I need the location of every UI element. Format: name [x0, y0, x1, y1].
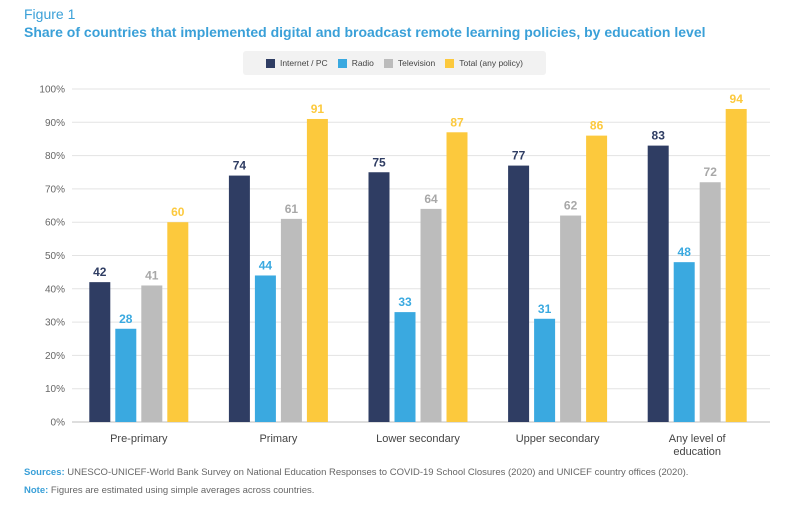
- note-footnote: Note: Figures are estimated using simple…: [24, 485, 314, 496]
- bar-value-label: 33: [398, 295, 412, 309]
- x-tick-label: Upper secondary: [516, 433, 600, 445]
- bar-value-label: 48: [678, 245, 692, 259]
- bar-value-label: 86: [590, 119, 604, 133]
- sources-label: Sources:: [24, 467, 65, 478]
- bar: [560, 215, 582, 422]
- y-tick-label: 50%: [45, 251, 65, 262]
- chart-title: Share of countries that implemented digi…: [24, 24, 706, 40]
- bar-value-label: 28: [119, 312, 133, 326]
- bar: [167, 222, 189, 422]
- bar: [280, 218, 302, 422]
- bar: [306, 118, 328, 422]
- bar: [446, 132, 468, 423]
- x-tick-label: Primary: [259, 433, 297, 445]
- bar-value-label: 91: [311, 102, 325, 116]
- bar: [228, 175, 250, 422]
- legend-swatch-internet: [265, 58, 275, 68]
- bar-chart: 0% 10% 20% 30% 40% 50% 60% 70% 80% 90% 100% 42 28 41 6…: [39, 85, 770, 458]
- x-tick-label: Lower secondary: [376, 433, 460, 445]
- legend-item-radio: Radio: [337, 58, 374, 68]
- y-tick-label: 80%: [45, 151, 65, 162]
- legend-swatch-total: [445, 58, 455, 68]
- y-tick-label: 60%: [45, 218, 65, 229]
- y-tick-label: 10%: [45, 384, 65, 395]
- bar: [420, 208, 442, 422]
- legend-label-internet: Internet / PC: [279, 58, 328, 68]
- bar-value-label: 41: [145, 268, 159, 282]
- bar: [534, 318, 556, 422]
- bar: [115, 328, 137, 422]
- bar: [368, 172, 390, 422]
- bar-value-label: 60: [171, 205, 185, 219]
- bar: [508, 165, 530, 422]
- legend-label-radio: Radio: [351, 58, 374, 68]
- y-tick-label: 30%: [45, 318, 65, 329]
- bar-value-label: 77: [512, 149, 526, 163]
- bar-value-label: 83: [652, 129, 666, 143]
- bar-value-label: 42: [93, 265, 107, 279]
- bar: [699, 182, 721, 422]
- bar: [141, 285, 163, 422]
- note-text: Figures are estimated using simple avera…: [50, 485, 315, 496]
- bar: [673, 262, 695, 422]
- y-tick-label: 0%: [51, 418, 66, 429]
- bar: [586, 135, 608, 422]
- bar-value-label: 94: [730, 92, 744, 106]
- bar-value-label: 87: [450, 115, 464, 129]
- legend-item-internet: Internet / PC: [265, 58, 328, 68]
- legend-label-television: Television: [397, 58, 436, 68]
- figure-label: Figure 1: [24, 6, 76, 22]
- y-tick-label: 40%: [45, 284, 65, 295]
- y-tick-label: 100%: [39, 85, 65, 96]
- bar-value-label: 44: [259, 258, 273, 272]
- sources-text: UNESCO-UNICEF-World Bank Survey on Natio…: [67, 467, 689, 478]
- bar-value-label: 62: [564, 199, 578, 213]
- bar: [89, 282, 111, 422]
- bar: [394, 312, 416, 422]
- x-tick-label: Pre-primary: [110, 433, 168, 445]
- bar-value-label: 31: [538, 302, 552, 316]
- bar-value-label: 64: [424, 192, 438, 206]
- bar: [254, 275, 276, 422]
- legend-swatch-television: [383, 58, 393, 68]
- legend-item-total: Total (any policy): [445, 58, 523, 68]
- bar: [725, 108, 747, 422]
- legend-label-total: Total (any policy): [459, 58, 524, 68]
- legend-swatch-radio: [337, 58, 347, 68]
- bar-value-label: 74: [233, 159, 247, 173]
- y-tick-label: 90%: [45, 118, 65, 129]
- x-tick-label: Any level of: [669, 433, 727, 445]
- bar: [647, 145, 669, 423]
- bar-value-label: 72: [704, 165, 718, 179]
- x-tick-label: education: [673, 446, 721, 458]
- y-tick-label: 20%: [45, 351, 65, 362]
- chart-legend: Internet / PC Radio Television Total (an…: [243, 51, 546, 75]
- bar-value-label: 61: [285, 202, 299, 216]
- note-label: Note:: [24, 485, 49, 496]
- legend-item-television: Television: [383, 58, 436, 68]
- y-tick-label: 70%: [45, 184, 65, 195]
- bar-value-label: 75: [372, 155, 386, 169]
- sources-footnote: Sources: UNESCO-UNICEF-World Bank Survey…: [24, 467, 688, 478]
